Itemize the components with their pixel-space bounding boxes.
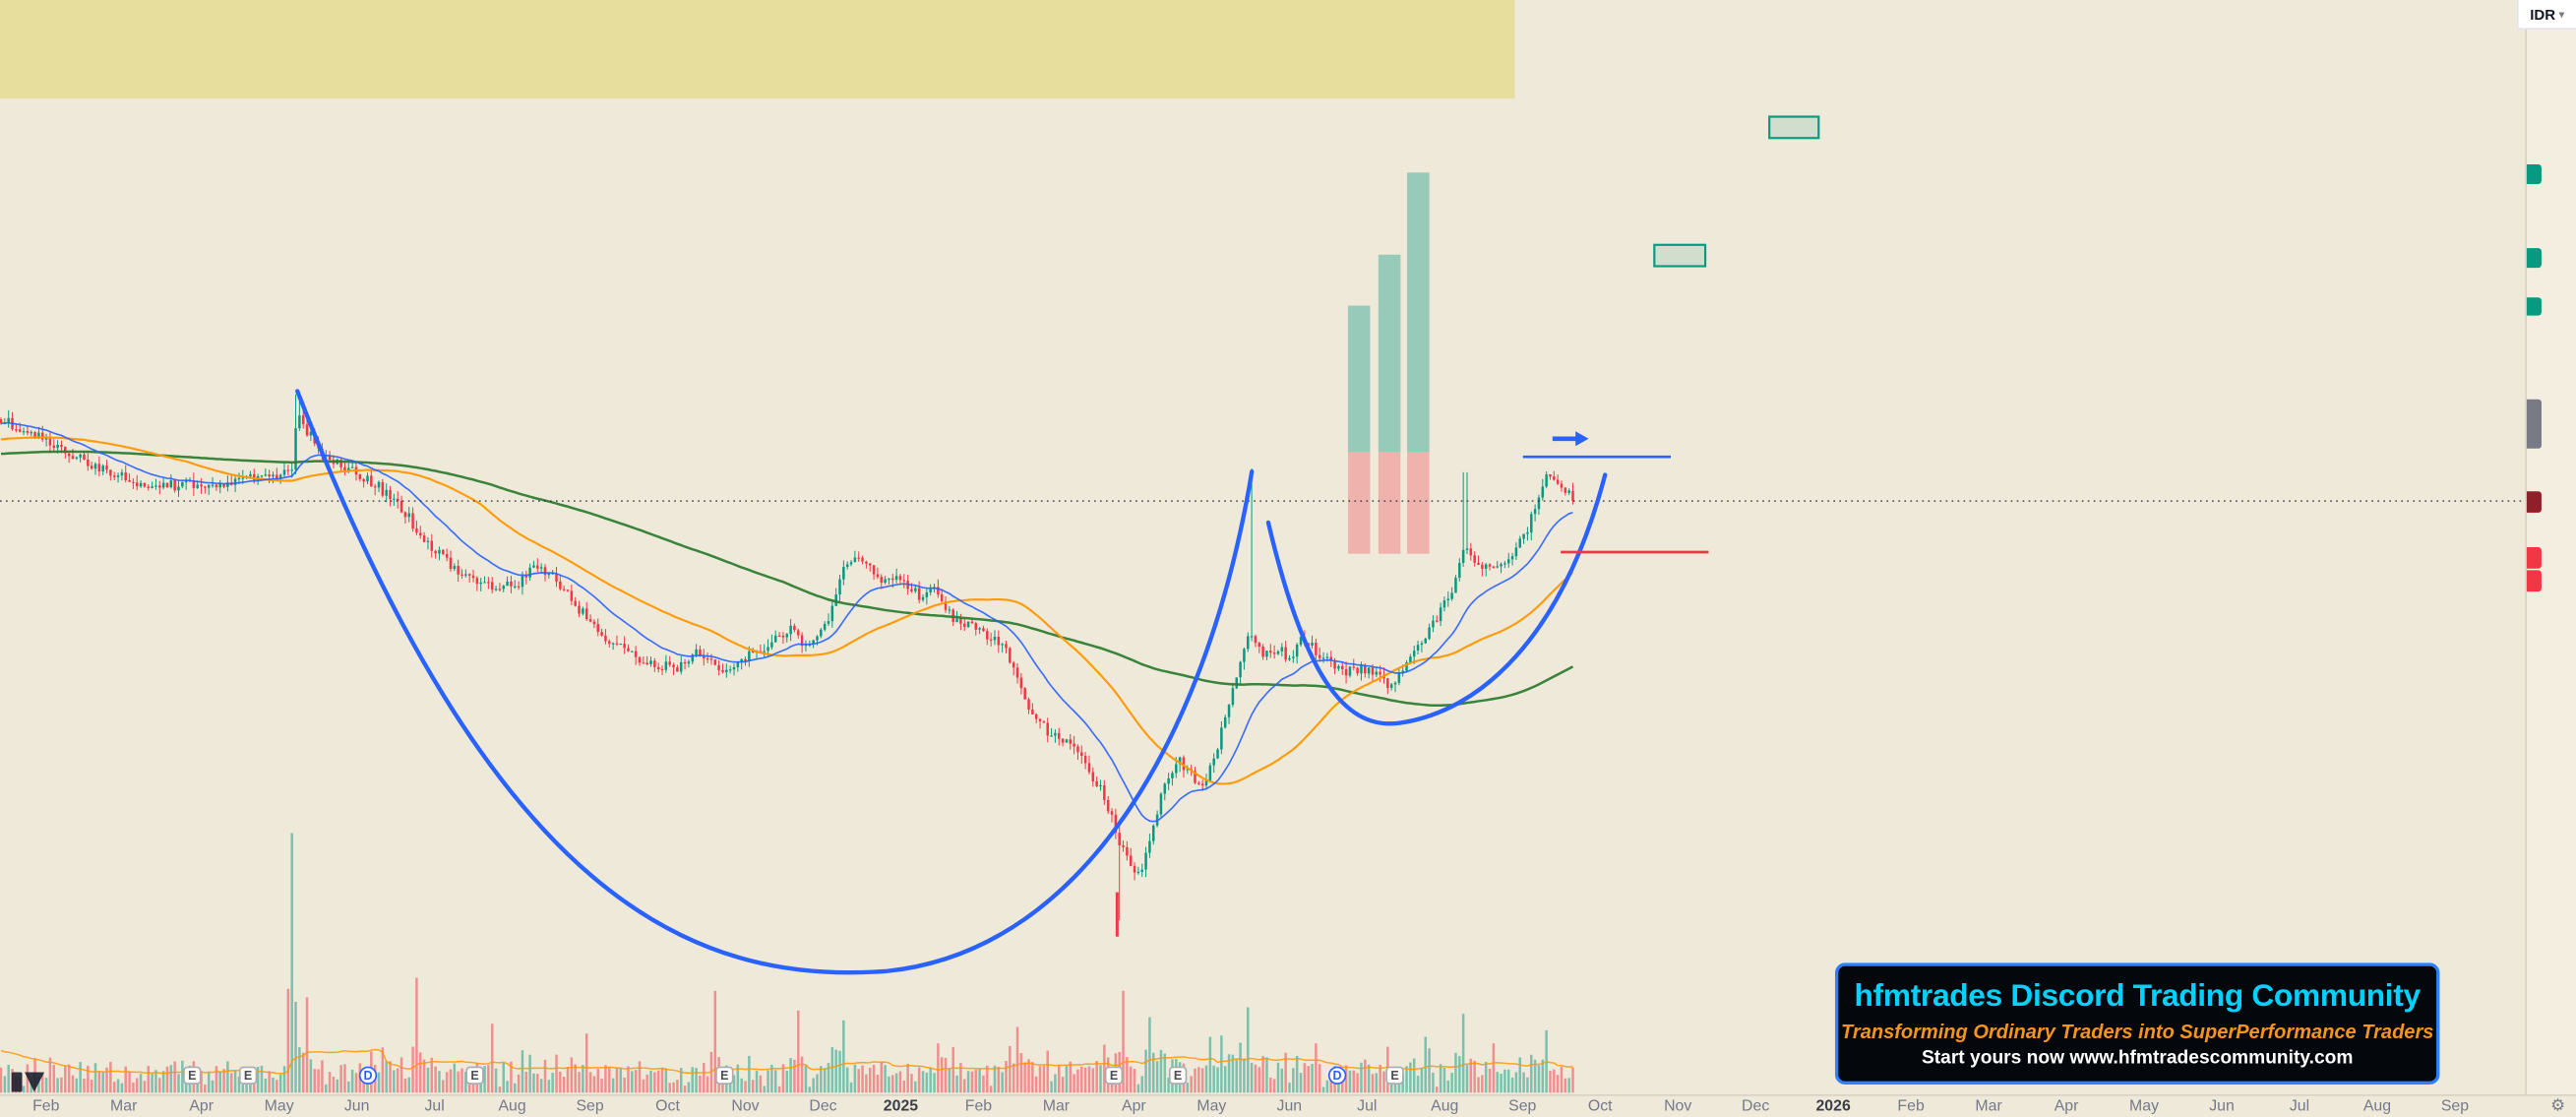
time-axis-label: Oct (655, 1097, 680, 1116)
time-axis-label: Apr (189, 1097, 215, 1116)
time-axis-label: May (2129, 1097, 2160, 1116)
time-axis-label: Mar (110, 1097, 138, 1116)
target-box[interactable] (1653, 243, 1707, 268)
ma-line (1, 421, 1573, 823)
highlight-zone[interactable] (0, 0, 1515, 99)
banner-subtitle: Transforming Ordinary Traders into Super… (1841, 1020, 2434, 1044)
time-axis-label: Sep (2440, 1097, 2470, 1116)
earnings-marker[interactable]: E (238, 1066, 258, 1085)
time-axis-label: Aug (1431, 1097, 1459, 1116)
time-axis-label: Aug (498, 1097, 526, 1116)
time-axis-label: Jul (2289, 1097, 2310, 1116)
price-axis-tag (2526, 399, 2542, 449)
time-axis-label: Nov (1664, 1097, 1692, 1116)
time-axis-label: Apr (1122, 1097, 1146, 1116)
community-banner: hfmtrades Discord Trading Community Tran… (1834, 962, 2440, 1085)
price-axis-tag (2526, 491, 2542, 513)
time-axis-label: Sep (1508, 1097, 1537, 1116)
banner-cta: Start yours now www.hfmtradescommunity.c… (1921, 1048, 2354, 1069)
time-axis-label: May (264, 1097, 294, 1116)
earnings-marker[interactable]: E (465, 1066, 484, 1085)
time-axis[interactable]: Feb Mar Apr May Jun Jul Aug Sep Oct Nov Dec 2025 Feb… (0, 1093, 2576, 1117)
banner-title: hfmtrades Discord Trading Community (1854, 979, 2422, 1015)
time-axis-label: Sep (576, 1097, 604, 1116)
time-axis-label: May (1196, 1097, 1227, 1116)
price-axis-tag (2526, 248, 2542, 269)
currency-label: IDR (2530, 5, 2556, 23)
drawing-layer[interactable] (295, 115, 1820, 975)
price-axis-tag (2526, 570, 2542, 592)
ma-line (0, 450, 1574, 708)
time-axis-label: Jun (343, 1097, 370, 1116)
time-axis-label: Mar (1042, 1097, 1071, 1116)
time-axis-label: Jul (1357, 1097, 1378, 1116)
currency-selector[interactable]: IDR ▾ (2516, 0, 2576, 31)
time-axis-label: Apr (2054, 1097, 2079, 1116)
time-axis-label: 2026 (1815, 1097, 1851, 1116)
time-axis-label: Oct (1587, 1097, 1613, 1116)
time-axis-label: Dec (809, 1097, 837, 1116)
time-axis-label: Feb (32, 1097, 60, 1116)
earnings-marker[interactable]: E (1385, 1066, 1404, 1085)
time-axis-label: 2025 (883, 1097, 919, 1116)
target-box[interactable] (1768, 115, 1820, 140)
earnings-marker[interactable]: E (183, 1066, 202, 1085)
time-axis-label: Dec (1742, 1097, 1770, 1116)
arrow-head-icon[interactable] (1575, 431, 1589, 447)
volume-layer (0, 833, 1574, 1093)
price-axis-tag (2526, 163, 2542, 184)
volume-profile-layer (1347, 172, 1430, 554)
time-axis-label: Mar (1975, 1097, 2002, 1116)
settings-gear-icon[interactable]: ⚙ (2550, 1096, 2566, 1115)
tradingview-logo[interactable] (11, 1070, 45, 1094)
time-axis-label: Jul (424, 1097, 445, 1116)
time-axis-label: Jun (2209, 1097, 2235, 1116)
earnings-marker[interactable]: E (1104, 1066, 1124, 1085)
price-axis-tag (2526, 546, 2542, 569)
price-axis[interactable] (2525, 0, 2576, 1094)
cup-curve[interactable] (295, 389, 1255, 975)
dividend-marker[interactable]: D (358, 1066, 378, 1085)
time-axis-label: Aug (2362, 1097, 2392, 1116)
time-axis-label: Feb (1897, 1097, 1925, 1116)
chevron-down-icon: ▾ (2558, 9, 2565, 21)
earnings-marker[interactable]: E (1168, 1066, 1188, 1085)
volume-ma-line (0, 1048, 1573, 1075)
time-axis-label: Feb (964, 1097, 993, 1116)
price-axis-tag (2526, 297, 2542, 316)
tradingview-logo-mark (11, 1072, 45, 1092)
time-axis-label: Nov (731, 1097, 760, 1116)
time-axis-label: Jun (1276, 1097, 1303, 1116)
dividend-marker[interactable]: D (1327, 1066, 1347, 1085)
cup-curve[interactable] (1265, 472, 1608, 726)
earnings-marker[interactable]: E (715, 1066, 734, 1085)
